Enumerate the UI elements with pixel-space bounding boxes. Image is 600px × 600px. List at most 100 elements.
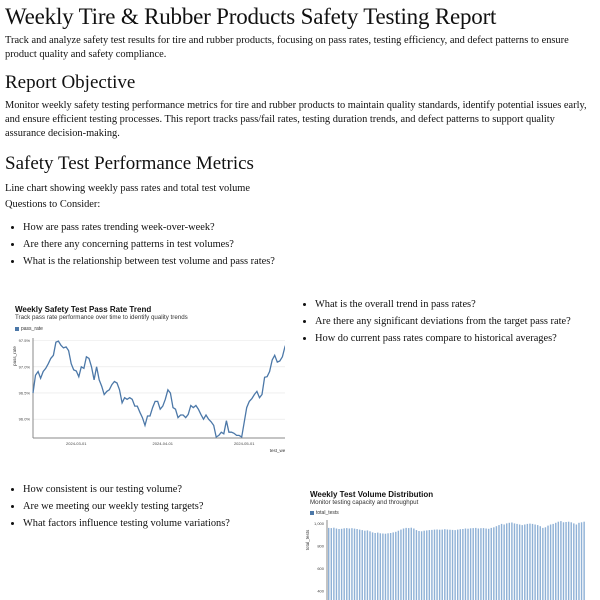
pass-rate-chart: Weekly Safety Test Pass Rate Trend Track…	[12, 305, 300, 460]
chart-legend: total_tests	[310, 510, 600, 516]
bar	[480, 528, 482, 600]
bar	[426, 530, 428, 600]
x-tick-label: 2024-04-01	[153, 441, 174, 446]
bar	[457, 529, 459, 600]
bar	[402, 528, 405, 600]
bar	[395, 531, 397, 600]
bar	[526, 523, 529, 600]
bar	[529, 523, 531, 600]
chart-subtitle: Track pass rate performance over time to…	[15, 314, 188, 321]
bar	[364, 530, 366, 600]
bar	[358, 529, 361, 600]
bar	[544, 527, 547, 600]
y-axis-label: total_tests	[305, 529, 310, 550]
bar	[475, 527, 477, 600]
bar	[518, 524, 521, 600]
bar	[539, 526, 541, 600]
bar	[580, 522, 583, 600]
bar	[469, 528, 472, 600]
y-tick-label: 1,000	[314, 521, 325, 526]
questions-list: How are pass rates trending week-over-we…	[5, 219, 275, 270]
bar	[562, 522, 565, 600]
bar	[485, 528, 487, 600]
bar	[534, 524, 536, 600]
question-item: Are we meeting our weekly testing target…	[23, 498, 230, 515]
bar	[467, 528, 469, 600]
question-item: How are pass rates trending week-over-we…	[23, 219, 275, 236]
bar	[371, 532, 374, 600]
bar	[356, 529, 358, 600]
bar	[583, 521, 585, 600]
bar	[420, 531, 423, 600]
bar	[451, 529, 454, 600]
bar	[506, 523, 508, 600]
bar	[500, 523, 503, 600]
bar	[472, 528, 474, 600]
bar	[392, 532, 394, 600]
bar	[382, 533, 384, 600]
bar	[549, 524, 552, 600]
chart-subtitle: Monitor testing capacity and throughput	[310, 499, 419, 506]
bar	[397, 530, 400, 600]
bar	[482, 528, 485, 600]
y-tick-label: 800	[317, 543, 324, 548]
bar	[423, 530, 425, 600]
bar	[340, 528, 343, 600]
bar	[335, 528, 338, 600]
bar	[444, 529, 446, 600]
bar	[328, 527, 330, 600]
bar	[547, 525, 549, 600]
bar	[498, 525, 500, 600]
bar	[431, 529, 433, 600]
x-tick-label: 2024-05-01	[234, 441, 255, 446]
page-title: Weekly Tire & Rubber Products Safety Tes…	[5, 4, 497, 29]
bar	[560, 521, 562, 600]
bar-chart-svg: 400 600 800 1,000 total_tests	[305, 520, 585, 600]
x-axis-label: test_week	[270, 448, 285, 453]
y-tick-label: 97.5%	[19, 338, 31, 343]
objective-text: Monitor weekly safety testing performanc…	[5, 100, 587, 139]
bar	[441, 529, 443, 600]
bar	[400, 529, 402, 600]
question-item: How consistent is our testing volume?	[23, 481, 230, 498]
y-axis-label: pass_rate	[12, 346, 17, 366]
bar	[333, 527, 335, 600]
x-tick-label: 2024-03-01	[66, 441, 87, 446]
bar	[552, 523, 554, 600]
bar	[379, 533, 382, 600]
bar	[542, 527, 544, 600]
bar	[330, 528, 332, 600]
bar	[575, 524, 578, 600]
bar	[446, 529, 449, 600]
bar	[521, 525, 523, 600]
question-item: What factors influence testing volume va…	[23, 515, 230, 532]
bar	[578, 522, 580, 600]
bar	[503, 524, 505, 600]
bar	[459, 529, 461, 600]
bar	[555, 522, 557, 600]
bar	[487, 528, 490, 600]
bar	[389, 533, 392, 600]
question-item: Are there any significant deviations fro…	[315, 313, 571, 330]
bar	[374, 533, 376, 600]
bar	[428, 530, 431, 600]
question-item: What is the relationship between test vo…	[23, 253, 275, 270]
y-tick-label: 97.0%	[19, 364, 31, 369]
bar	[348, 528, 351, 600]
questions-label: Questions to Consider:	[5, 199, 101, 210]
bar	[433, 529, 436, 600]
bar	[413, 528, 415, 600]
y-tick-label: 96.0%	[19, 417, 31, 422]
bar	[449, 529, 451, 600]
bar	[454, 530, 456, 600]
bar	[557, 521, 560, 600]
bar	[495, 526, 498, 600]
bar	[567, 521, 570, 600]
question-item: What is the overall trend in pass rates?	[315, 296, 571, 313]
test-volume-chart: Weekly Test Volume Distribution Monitor …	[305, 490, 600, 600]
bar	[369, 531, 371, 600]
bar	[565, 522, 567, 600]
bar	[438, 529, 441, 600]
bar	[343, 528, 345, 600]
bar	[531, 523, 534, 600]
